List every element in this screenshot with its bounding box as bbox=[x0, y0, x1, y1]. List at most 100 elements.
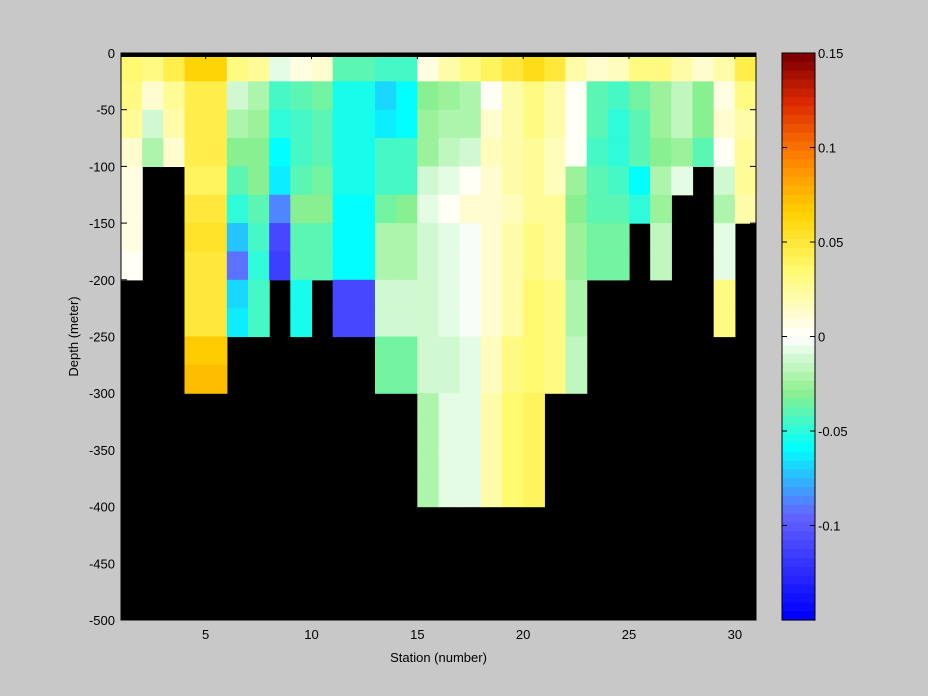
heatmap-cell bbox=[565, 223, 588, 253]
colorbar-swatch bbox=[782, 79, 815, 90]
y-tick-label: -450 bbox=[89, 556, 115, 571]
heatmap-cell bbox=[459, 449, 482, 479]
colorbar-swatch bbox=[782, 168, 815, 178]
heatmap-cell bbox=[459, 81, 482, 111]
heatmap-cell bbox=[311, 166, 334, 196]
heatmap-cell bbox=[290, 251, 313, 281]
heatmap-cell bbox=[417, 478, 440, 508]
heatmap-cell bbox=[629, 138, 651, 167]
heatmap-cell bbox=[629, 53, 651, 82]
colorbar-swatch bbox=[782, 221, 815, 231]
heatmap-cell bbox=[438, 308, 461, 338]
heatmap-cell bbox=[523, 364, 545, 394]
heatmap-cell bbox=[396, 194, 418, 224]
heatmap-cell bbox=[607, 53, 630, 82]
heatmap-cell bbox=[480, 393, 503, 423]
heatmap-cell bbox=[502, 449, 524, 479]
heatmap-cell bbox=[734, 81, 757, 111]
heatmap-cell bbox=[375, 251, 397, 281]
heatmap-cell bbox=[121, 223, 143, 253]
heatmap-cell bbox=[226, 279, 249, 309]
heatmap-cell bbox=[121, 194, 143, 224]
heatmap-cell bbox=[713, 138, 736, 167]
heatmap-cell bbox=[332, 109, 376, 139]
y-axis-label: Depth (meter) bbox=[66, 296, 81, 376]
heatmap-cell bbox=[396, 223, 418, 253]
heatmap-cell bbox=[248, 138, 270, 167]
heatmap-cell bbox=[290, 81, 313, 111]
colorbar-swatch bbox=[782, 380, 815, 391]
colorbar-swatch bbox=[782, 371, 815, 382]
heatmap-cell bbox=[375, 53, 397, 82]
heatmap-cells bbox=[121, 53, 757, 508]
colorbar-tick-label: -0.05 bbox=[818, 424, 848, 439]
heatmap-cell bbox=[480, 223, 503, 253]
heatmap-cell bbox=[713, 53, 736, 82]
colorbar-swatch bbox=[782, 185, 815, 196]
heatmap-cell bbox=[502, 166, 524, 196]
heatmap-cell bbox=[523, 393, 545, 423]
heatmap-cell bbox=[734, 109, 757, 139]
heatmap-cell bbox=[332, 308, 376, 338]
heatmap-cell bbox=[734, 194, 757, 224]
heatmap-cell bbox=[544, 53, 567, 82]
heatmap-cell bbox=[523, 109, 545, 139]
heatmap-cell bbox=[311, 194, 334, 224]
heatmap-cell bbox=[142, 81, 164, 111]
heatmap-cell bbox=[459, 251, 482, 281]
heatmap-cell bbox=[565, 251, 588, 281]
heatmap-cell bbox=[502, 53, 524, 82]
heatmap-cell bbox=[375, 109, 397, 139]
heatmap-cell bbox=[671, 109, 694, 139]
heatmap-cell bbox=[544, 81, 567, 111]
heatmap-cell bbox=[417, 194, 440, 224]
heatmap-cell bbox=[650, 223, 672, 253]
heatmap-cell bbox=[734, 138, 757, 167]
heatmap-cell bbox=[523, 336, 545, 366]
heatmap-cell bbox=[502, 251, 524, 281]
heatmap-cell bbox=[523, 81, 545, 111]
heatmap-cell bbox=[713, 194, 736, 224]
heatmap-cell bbox=[375, 138, 397, 167]
colorbar-swatch bbox=[782, 239, 815, 249]
heatmap-cell bbox=[163, 138, 186, 167]
heatmap-cell bbox=[692, 53, 715, 82]
heatmap-cell bbox=[290, 194, 313, 224]
colorbar-swatch bbox=[782, 88, 815, 98]
heatmap-cell bbox=[438, 53, 461, 82]
colorbar-tick-label: 0.1 bbox=[818, 141, 836, 156]
colorbar-swatch bbox=[782, 132, 815, 143]
heatmap-cell bbox=[586, 194, 609, 224]
heatmap-cell bbox=[269, 223, 291, 253]
colorbar-swatch bbox=[782, 150, 815, 160]
heatmap-cell bbox=[438, 251, 461, 281]
heatmap-cell bbox=[523, 223, 545, 253]
heatmap-cell bbox=[480, 336, 503, 366]
x-axis-ticks: 5 10 15 20 25 30 bbox=[202, 53, 742, 642]
heatmap-cell bbox=[396, 81, 418, 111]
heatmap-cell bbox=[544, 336, 567, 366]
heatmap-cell bbox=[311, 81, 334, 111]
heatmap-cell bbox=[713, 279, 736, 309]
heatmap-cell bbox=[692, 109, 715, 139]
heatmap-cell bbox=[459, 138, 482, 167]
colorbar-swatch bbox=[782, 522, 815, 533]
colorbar-swatch bbox=[782, 433, 815, 444]
heatmap-cell bbox=[502, 393, 524, 423]
heatmap-cell bbox=[480, 138, 503, 167]
heatmap-cell bbox=[607, 138, 630, 167]
colorbar-swatch bbox=[782, 115, 815, 125]
heatmap-cell bbox=[480, 421, 503, 451]
heatmap-cell bbox=[142, 109, 164, 139]
heatmap-cell bbox=[544, 138, 567, 167]
x-tick-label: 20 bbox=[516, 627, 530, 642]
colorbar-tick-label: 0 bbox=[818, 330, 825, 345]
heatmap-cell bbox=[184, 364, 228, 394]
heatmap-cell bbox=[396, 336, 418, 366]
colorbar-swatch bbox=[782, 531, 815, 541]
heatmap-cell bbox=[650, 53, 672, 82]
heatmap-cell bbox=[417, 81, 440, 111]
heatmap-cell bbox=[269, 166, 291, 196]
y-tick-label: -150 bbox=[89, 216, 115, 231]
heatmap-cell bbox=[544, 251, 567, 281]
